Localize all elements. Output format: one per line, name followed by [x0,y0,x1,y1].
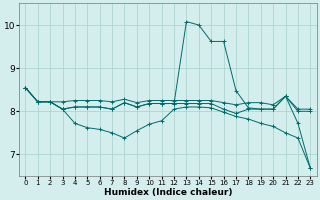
X-axis label: Humidex (Indice chaleur): Humidex (Indice chaleur) [104,188,232,197]
